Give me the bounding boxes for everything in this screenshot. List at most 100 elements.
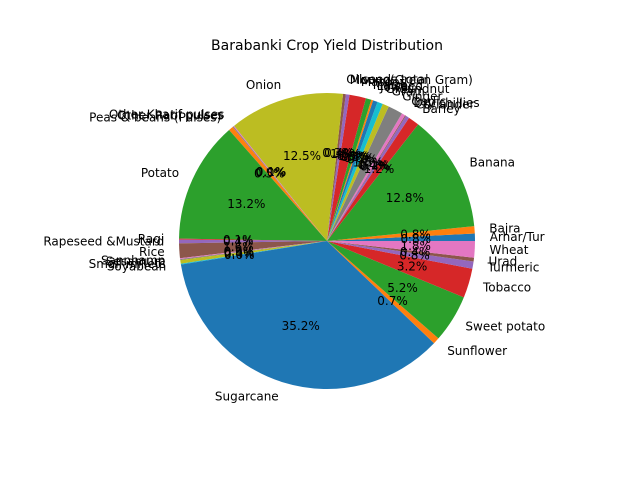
pct-label-barley: 1.2%	[364, 162, 395, 176]
pct-label-small-millets: 0.4%	[224, 247, 255, 261]
category-label-ginger: Ginger	[402, 90, 442, 104]
pct-label-coriander: 0.4%	[360, 160, 391, 174]
slice-garlic	[327, 113, 406, 241]
slice-oilseeds-total	[327, 93, 346, 242]
slice-potato	[179, 130, 327, 241]
pct-label-sannhamp: 0.1%	[224, 245, 255, 259]
slice-tobacco	[327, 241, 473, 298]
category-label-other-rabi-pulses: Other Rabi pulses	[117, 108, 224, 122]
pct-label-tobacco: 3.2%	[397, 259, 428, 273]
pct-label-jowar: 0.5%	[341, 150, 372, 164]
slice-onion	[234, 92, 344, 242]
category-label-bajra: Bajra	[489, 222, 520, 236]
slice-sesamum	[180, 241, 327, 261]
category-label-sugarcane: Sugarcane	[215, 390, 279, 404]
pct-label-oilseeds-total: 0.3%	[322, 146, 353, 160]
pct-label-moong-green-gram: 0.4%	[324, 146, 355, 160]
pct-label-banana: 12.8%	[386, 191, 424, 205]
pct-label-masoor: 1.8%	[330, 147, 361, 161]
pct-label-other-kharif-pulses: 0.1%	[256, 165, 287, 179]
category-label-linseed: Linseed	[377, 79, 423, 93]
category-label-tobacco: Tobacco	[482, 281, 531, 295]
pct-label-arhar-tur: 0.8%	[401, 232, 432, 246]
pct-label-other-rabi-pulses: 0.0%	[255, 165, 286, 179]
slice-jowar	[327, 100, 378, 241]
category-label-maize: Maize	[373, 78, 408, 92]
chart-title: Barabanki Crop Yield Distribution	[211, 38, 443, 54]
category-label-oilseeds-total: Oilseeds total	[346, 72, 428, 86]
pct-label-groundnut: 0.6%	[344, 151, 375, 165]
category-label-small-millets: Small millets	[89, 257, 166, 271]
slice-ginger	[327, 106, 402, 241]
pct-label-maize: 0.6%	[337, 149, 368, 163]
slice-maize	[327, 98, 372, 241]
slice-sweet-potato	[327, 241, 464, 339]
slice-rapeseed-mustard	[179, 239, 327, 244]
slice-rice	[179, 241, 327, 259]
category-label-sweet-potato: Sweet potato	[465, 320, 545, 334]
slice-small-millets	[180, 241, 327, 264]
percent-labels: 0.8%0.8%12.8%1.2%0.4%0.1%0.4%1.6%0.7%0.6…	[223, 146, 431, 333]
pct-label-sunflower: 0.7%	[377, 294, 408, 308]
pct-label-rapeseed-mustard: 0.4%	[223, 234, 254, 248]
pct-label-rice: 1.6%	[223, 240, 254, 254]
category-label-rice: Rice	[139, 245, 165, 259]
slice-gram	[327, 103, 389, 241]
category-label-wheat: Wheat	[490, 243, 529, 257]
pct-label-ginger: 1.6%	[353, 155, 384, 169]
category-label-soyabean: Soyabean	[107, 260, 166, 274]
pct-label-wheat: 1.8%	[400, 239, 431, 253]
slice-moong-green-gram	[327, 94, 350, 241]
pct-label-dry-chillies: 0.1%	[359, 159, 390, 173]
slice-sugarcane	[180, 241, 435, 389]
pct-label-potato: 13.2%	[227, 197, 265, 211]
category-label-masoor: Masoor	[361, 75, 405, 89]
slice-groundnut	[327, 101, 383, 241]
pct-label-soyabean: 0.0%	[224, 248, 255, 262]
slice-coriander	[327, 115, 410, 241]
category-label-banana: Banana	[470, 155, 516, 169]
pct-label-turmeric: 0.8%	[399, 249, 430, 263]
pct-label-onion: 12.5%	[283, 149, 321, 163]
pct-label-linseed: 0.2%	[339, 149, 370, 163]
category-label-jowar: Jowar	[379, 80, 413, 94]
pct-label-sweet-potato: 5.2%	[387, 281, 418, 295]
pct-label-urad: 0.4%	[400, 245, 431, 259]
pct-label-ragi: 0.1%	[223, 233, 254, 247]
category-label-garlic: Garlic	[411, 95, 446, 109]
slice-other-rabi-pulses	[232, 126, 327, 241]
pct-label-gram: 0.7%	[347, 153, 378, 167]
pie-slices	[179, 92, 475, 389]
slice-wheat	[327, 241, 475, 258]
pct-label-sugarcane: 35.2%	[282, 319, 320, 333]
slice-masoor	[327, 94, 366, 241]
category-label-peas-beans-pulses: Peas & beans (Pulses)	[89, 110, 221, 124]
pct-label-bajra: 0.8%	[400, 227, 431, 241]
slice-banana	[327, 124, 475, 241]
category-label-groundnut: Groundnut	[385, 82, 449, 96]
category-label-rapeseed-mustard: Rapeseed &Mustard	[43, 235, 164, 249]
category-label-ragi: Ragi	[138, 232, 164, 246]
category-label-turmeric: Turmeric	[487, 261, 540, 275]
category-label-onion: Onion	[246, 78, 281, 92]
category-label-sesamum: Sesamum	[106, 255, 166, 269]
slice-ragi	[179, 238, 327, 241]
category-label-barley: Barley	[422, 102, 460, 116]
slice-peas-beans-pulses	[229, 127, 327, 241]
category-label-potato: Potato	[141, 166, 179, 180]
slice-linseed	[327, 99, 374, 241]
category-label-urad: Urad	[489, 255, 518, 269]
pct-label-peas-beans-pulses: 0.5%	[254, 167, 285, 181]
category-label-other-kharif-pulses: Other Kharif pulses	[109, 108, 224, 122]
slice-turmeric	[327, 241, 474, 269]
slice-sunflower	[327, 241, 439, 344]
category-label-arhar-tur: Arhar/Tur	[490, 230, 545, 244]
category-label-dry-chillies: Dry chillies	[413, 96, 479, 110]
pct-label-garlic: 0.4%	[358, 158, 389, 172]
pct-label-sesamum: 0.0%	[224, 245, 255, 259]
slice-soyabean	[180, 241, 327, 265]
category-label-coriander: Coriander	[416, 97, 475, 111]
